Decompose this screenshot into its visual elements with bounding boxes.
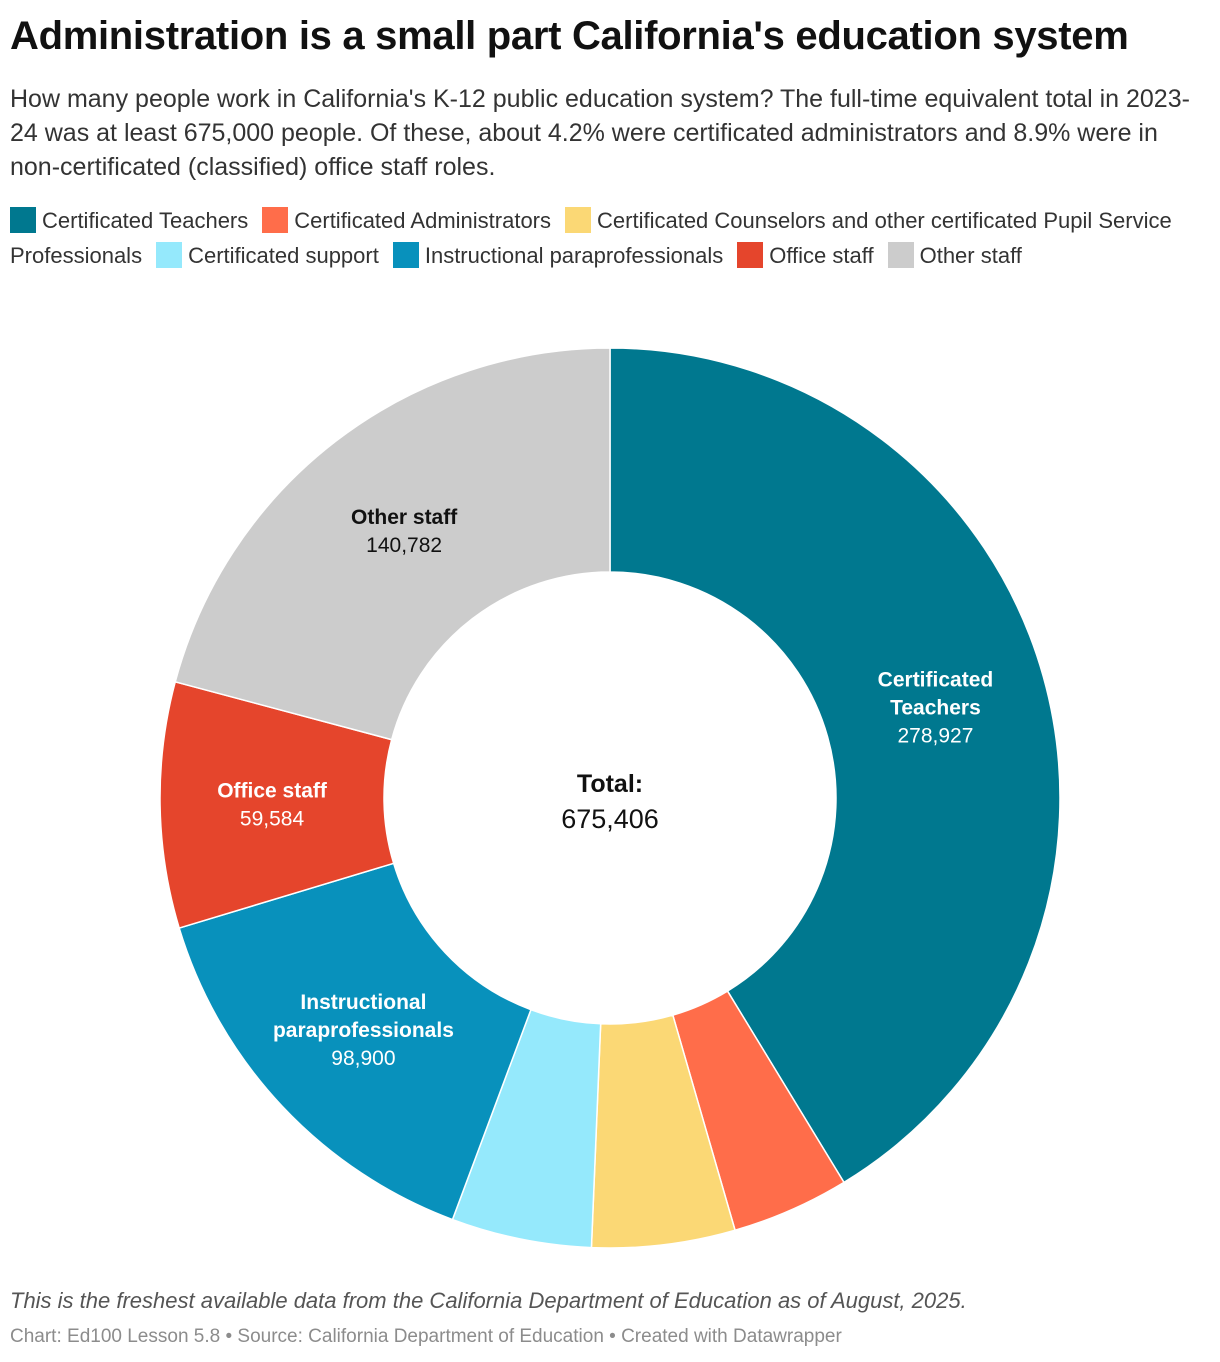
legend-label: Other staff: [919, 243, 1022, 268]
legend-label: Instructional paraprofessionals: [424, 243, 724, 268]
legend-item-certificated-support: Certificated support: [156, 242, 379, 268]
legend-label: Certificated Counselors and other certif…: [10, 208, 1172, 268]
slice-value-other-staff: 140,782: [366, 534, 442, 557]
slice-other-staff: [174, 347, 611, 741]
legend-item-other-staff: Other staff: [887, 242, 1022, 268]
legend-item-certificated-teachers: Certificated Teachers: [10, 207, 249, 233]
slice-label-other-staff: Other staff: [351, 506, 458, 529]
legend-swatch: [262, 207, 289, 233]
legend-label: Certificated Administrators: [294, 208, 552, 233]
slice-label-certificated-teachers: Certificated: [878, 669, 994, 692]
legend-label: Certificated Teachers: [42, 208, 249, 233]
slice-instructional-paraprofessionals: [178, 862, 532, 1221]
center-total-value: 675,406: [561, 804, 659, 834]
legend-item-instructional-paraprofessionals: Instructional paraprofessionals: [392, 242, 724, 268]
legend-swatch: [737, 242, 764, 268]
legend-label: Certificated support: [188, 243, 379, 268]
legend-item-certificated-administrators: Certificated Administrators: [262, 207, 552, 233]
slice-label-instructional-paraprofessionals: Instructional: [300, 991, 426, 1014]
slice-certificated-teachers: [609, 347, 1061, 1184]
legend-item-office-staff: Office staff: [737, 242, 874, 268]
chart-subtitle: How many people work in California's K-1…: [10, 85, 1190, 181]
slice-label-office-staff: Office staff: [217, 779, 328, 802]
chart-title: Administration is a small part Californi…: [10, 14, 1129, 58]
center-total-label: Total:: [577, 770, 643, 798]
slice-label-certificated-teachers: Teachers: [890, 697, 981, 720]
legend-label: Office staff: [769, 243, 874, 268]
legend-item-certificated-counselors-and-other-certificated-pupil-service-professionals: Certificated Counselors and other certif…: [10, 207, 1172, 268]
chart-credit: Chart: Ed100 Lesson 5.8 • Source: Califo…: [10, 1326, 842, 1347]
legend-swatch: [392, 242, 419, 268]
chart-legend: Certificated Teachers Certificated Admini…: [10, 203, 1210, 273]
slice-value-office-staff: 59,584: [240, 807, 305, 830]
donut-chart: Certificated Teachers 278,927 Instructional…: [159, 347, 1061, 1249]
slice-value-instructional-paraprofessionals: 98,900: [331, 1047, 395, 1070]
slice-value-certificated-teachers: 278,927: [897, 725, 973, 748]
legend-swatch: [887, 242, 914, 268]
slice-office-staff: [159, 680, 395, 929]
legend-swatch: [156, 242, 183, 268]
chart-note: This is the freshest available data from…: [10, 1288, 967, 1313]
slice-label-instructional-paraprofessionals: paraprofessionals: [273, 1019, 454, 1042]
legend-swatch: [565, 207, 592, 233]
legend-swatch: [10, 207, 36, 233]
